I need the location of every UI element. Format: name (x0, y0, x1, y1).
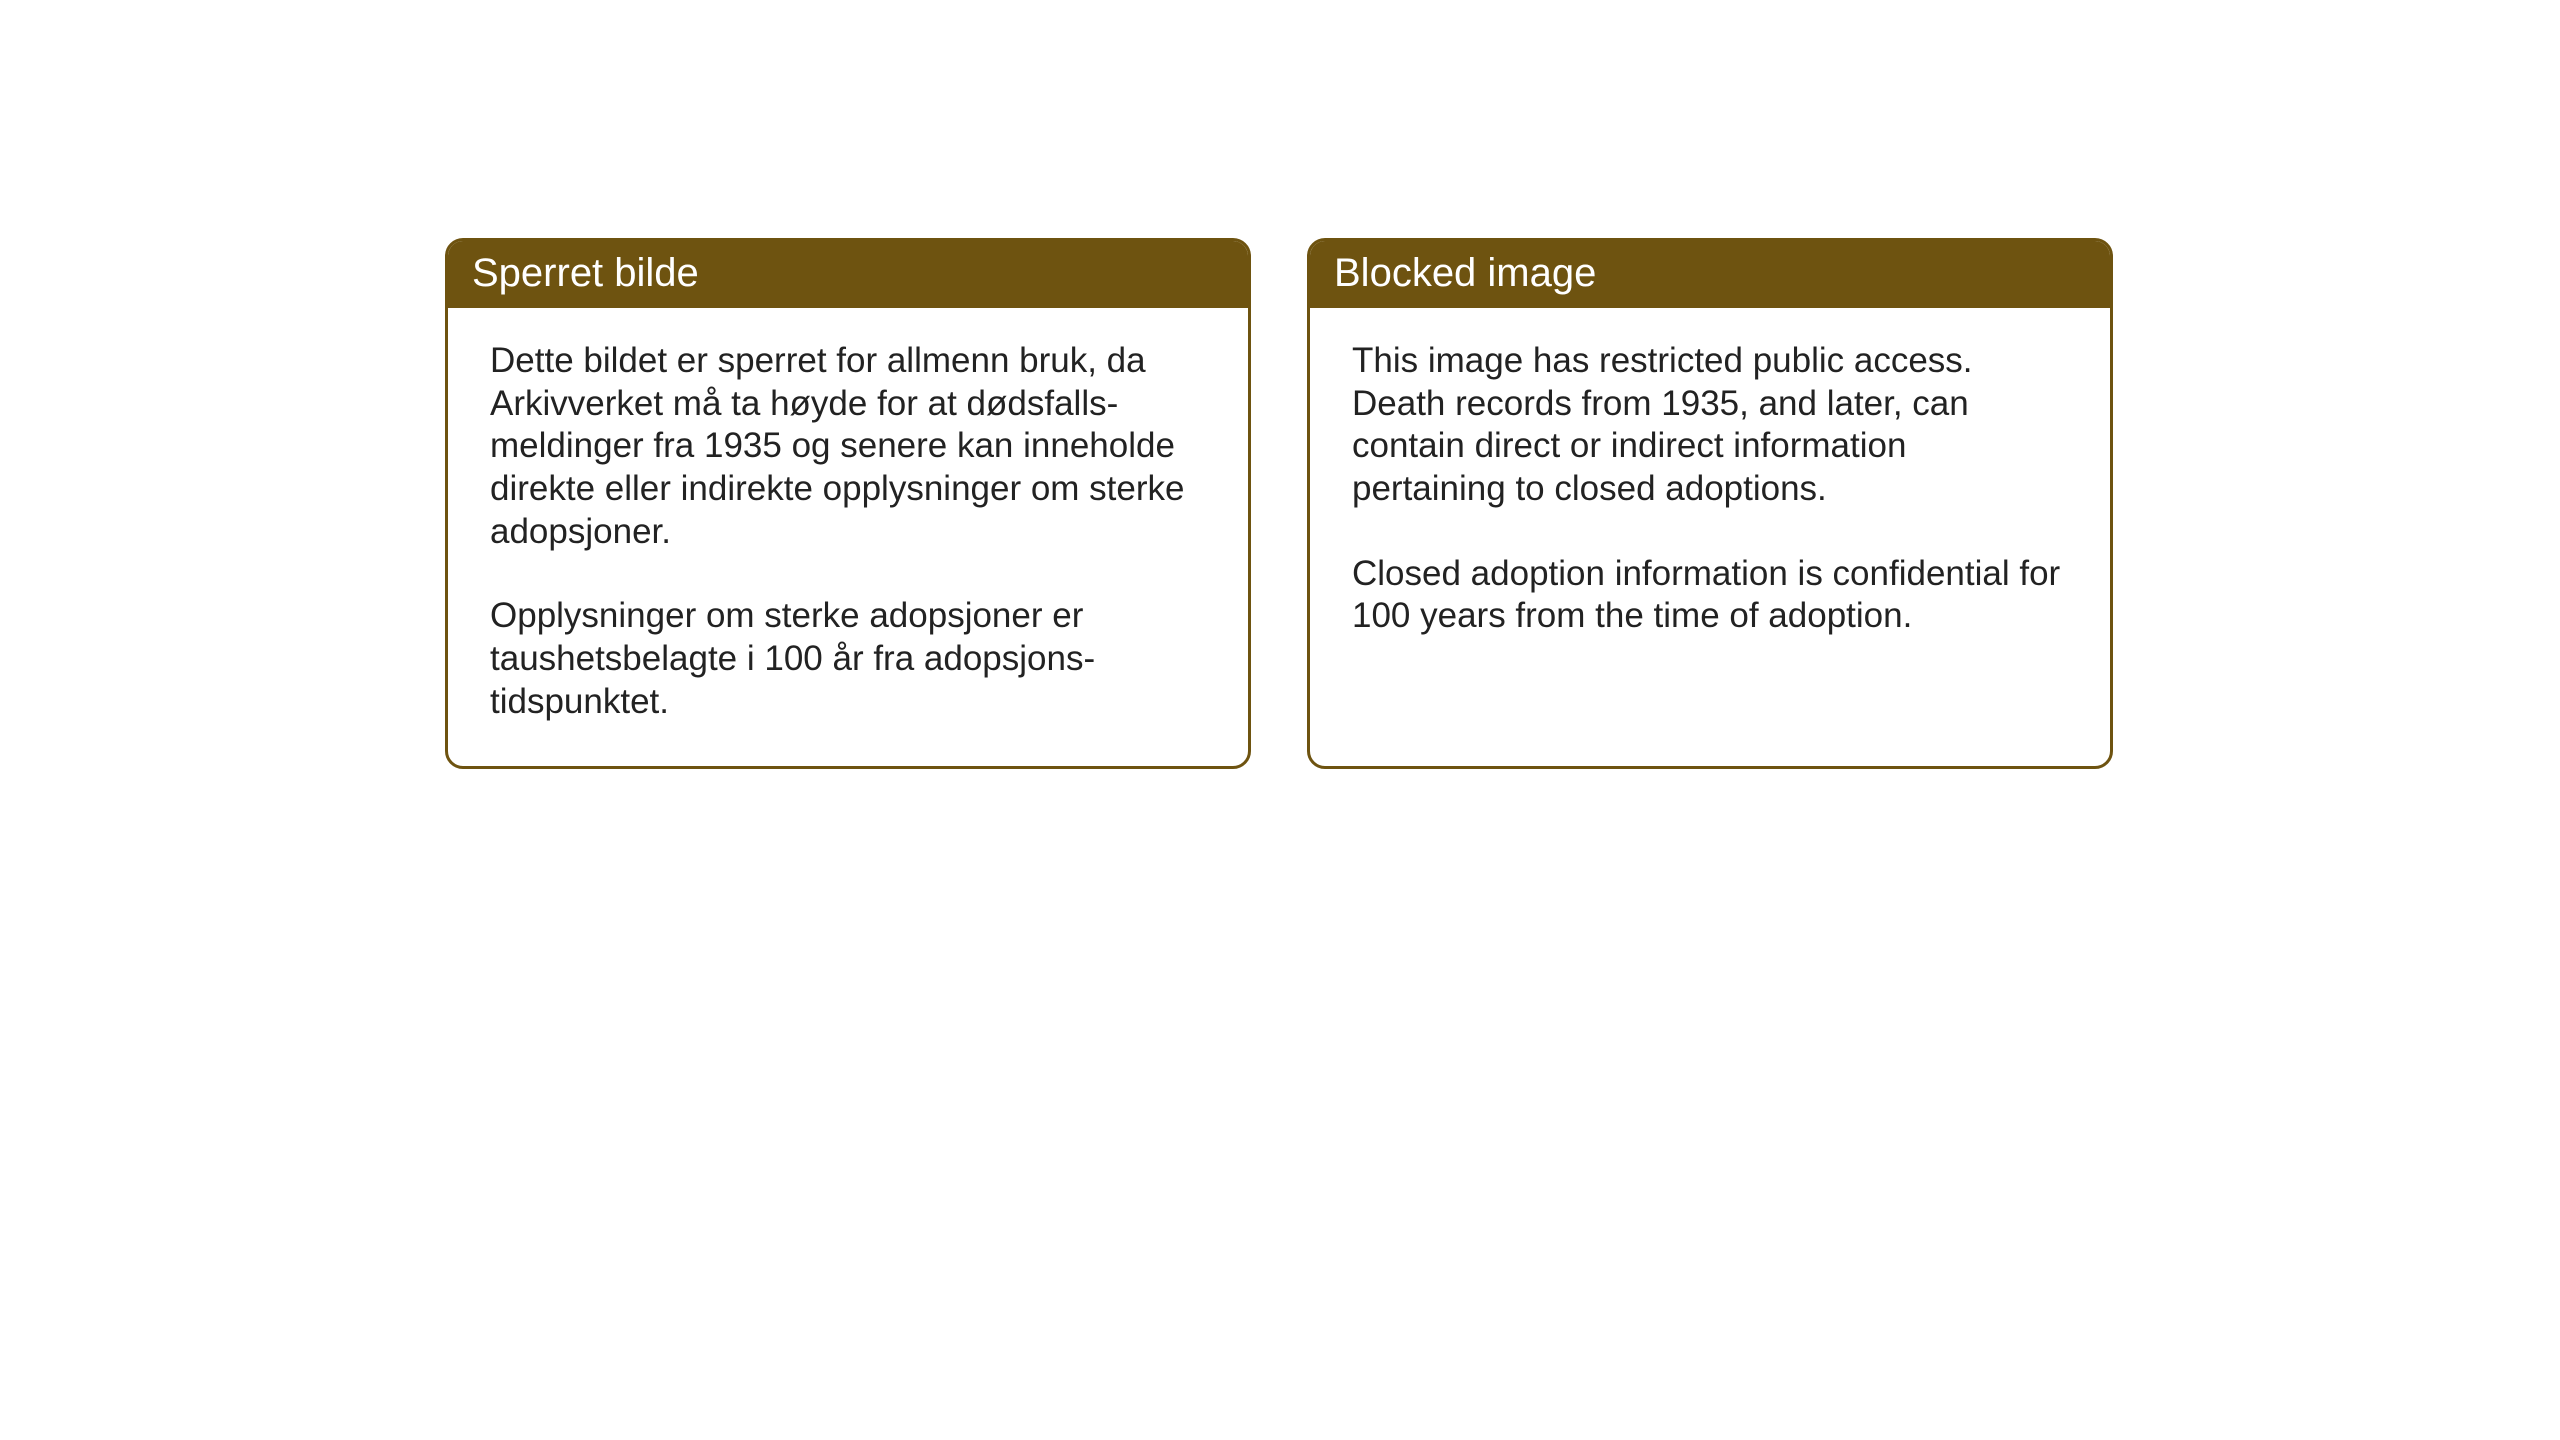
cards-container: Sperret bilde Dette bildet er sperret fo… (0, 0, 2560, 769)
card-english: Blocked image This image has restricted … (1307, 238, 2113, 769)
card-paragraph: Closed adoption information is confident… (1352, 553, 2068, 638)
card-norwegian: Sperret bilde Dette bildet er sperret fo… (445, 238, 1251, 769)
card-body: This image has restricted public access.… (1310, 308, 2110, 748)
card-paragraph: Dette bildet er sperret for allmenn bruk… (490, 340, 1206, 553)
card-paragraph: Opplysninger om sterke adopsjoner er tau… (490, 595, 1206, 723)
card-paragraph: This image has restricted public access.… (1352, 340, 2068, 511)
card-title: Sperret bilde (472, 251, 699, 295)
card-header: Blocked image (1310, 241, 2110, 308)
card-text: Dette bildet er sperret for allmenn bruk… (490, 340, 1206, 724)
card-text: This image has restricted public access.… (1352, 340, 2068, 638)
card-header: Sperret bilde (448, 241, 1248, 308)
card-title: Blocked image (1334, 251, 1596, 295)
card-body: Dette bildet er sperret for allmenn bruk… (448, 308, 1248, 766)
